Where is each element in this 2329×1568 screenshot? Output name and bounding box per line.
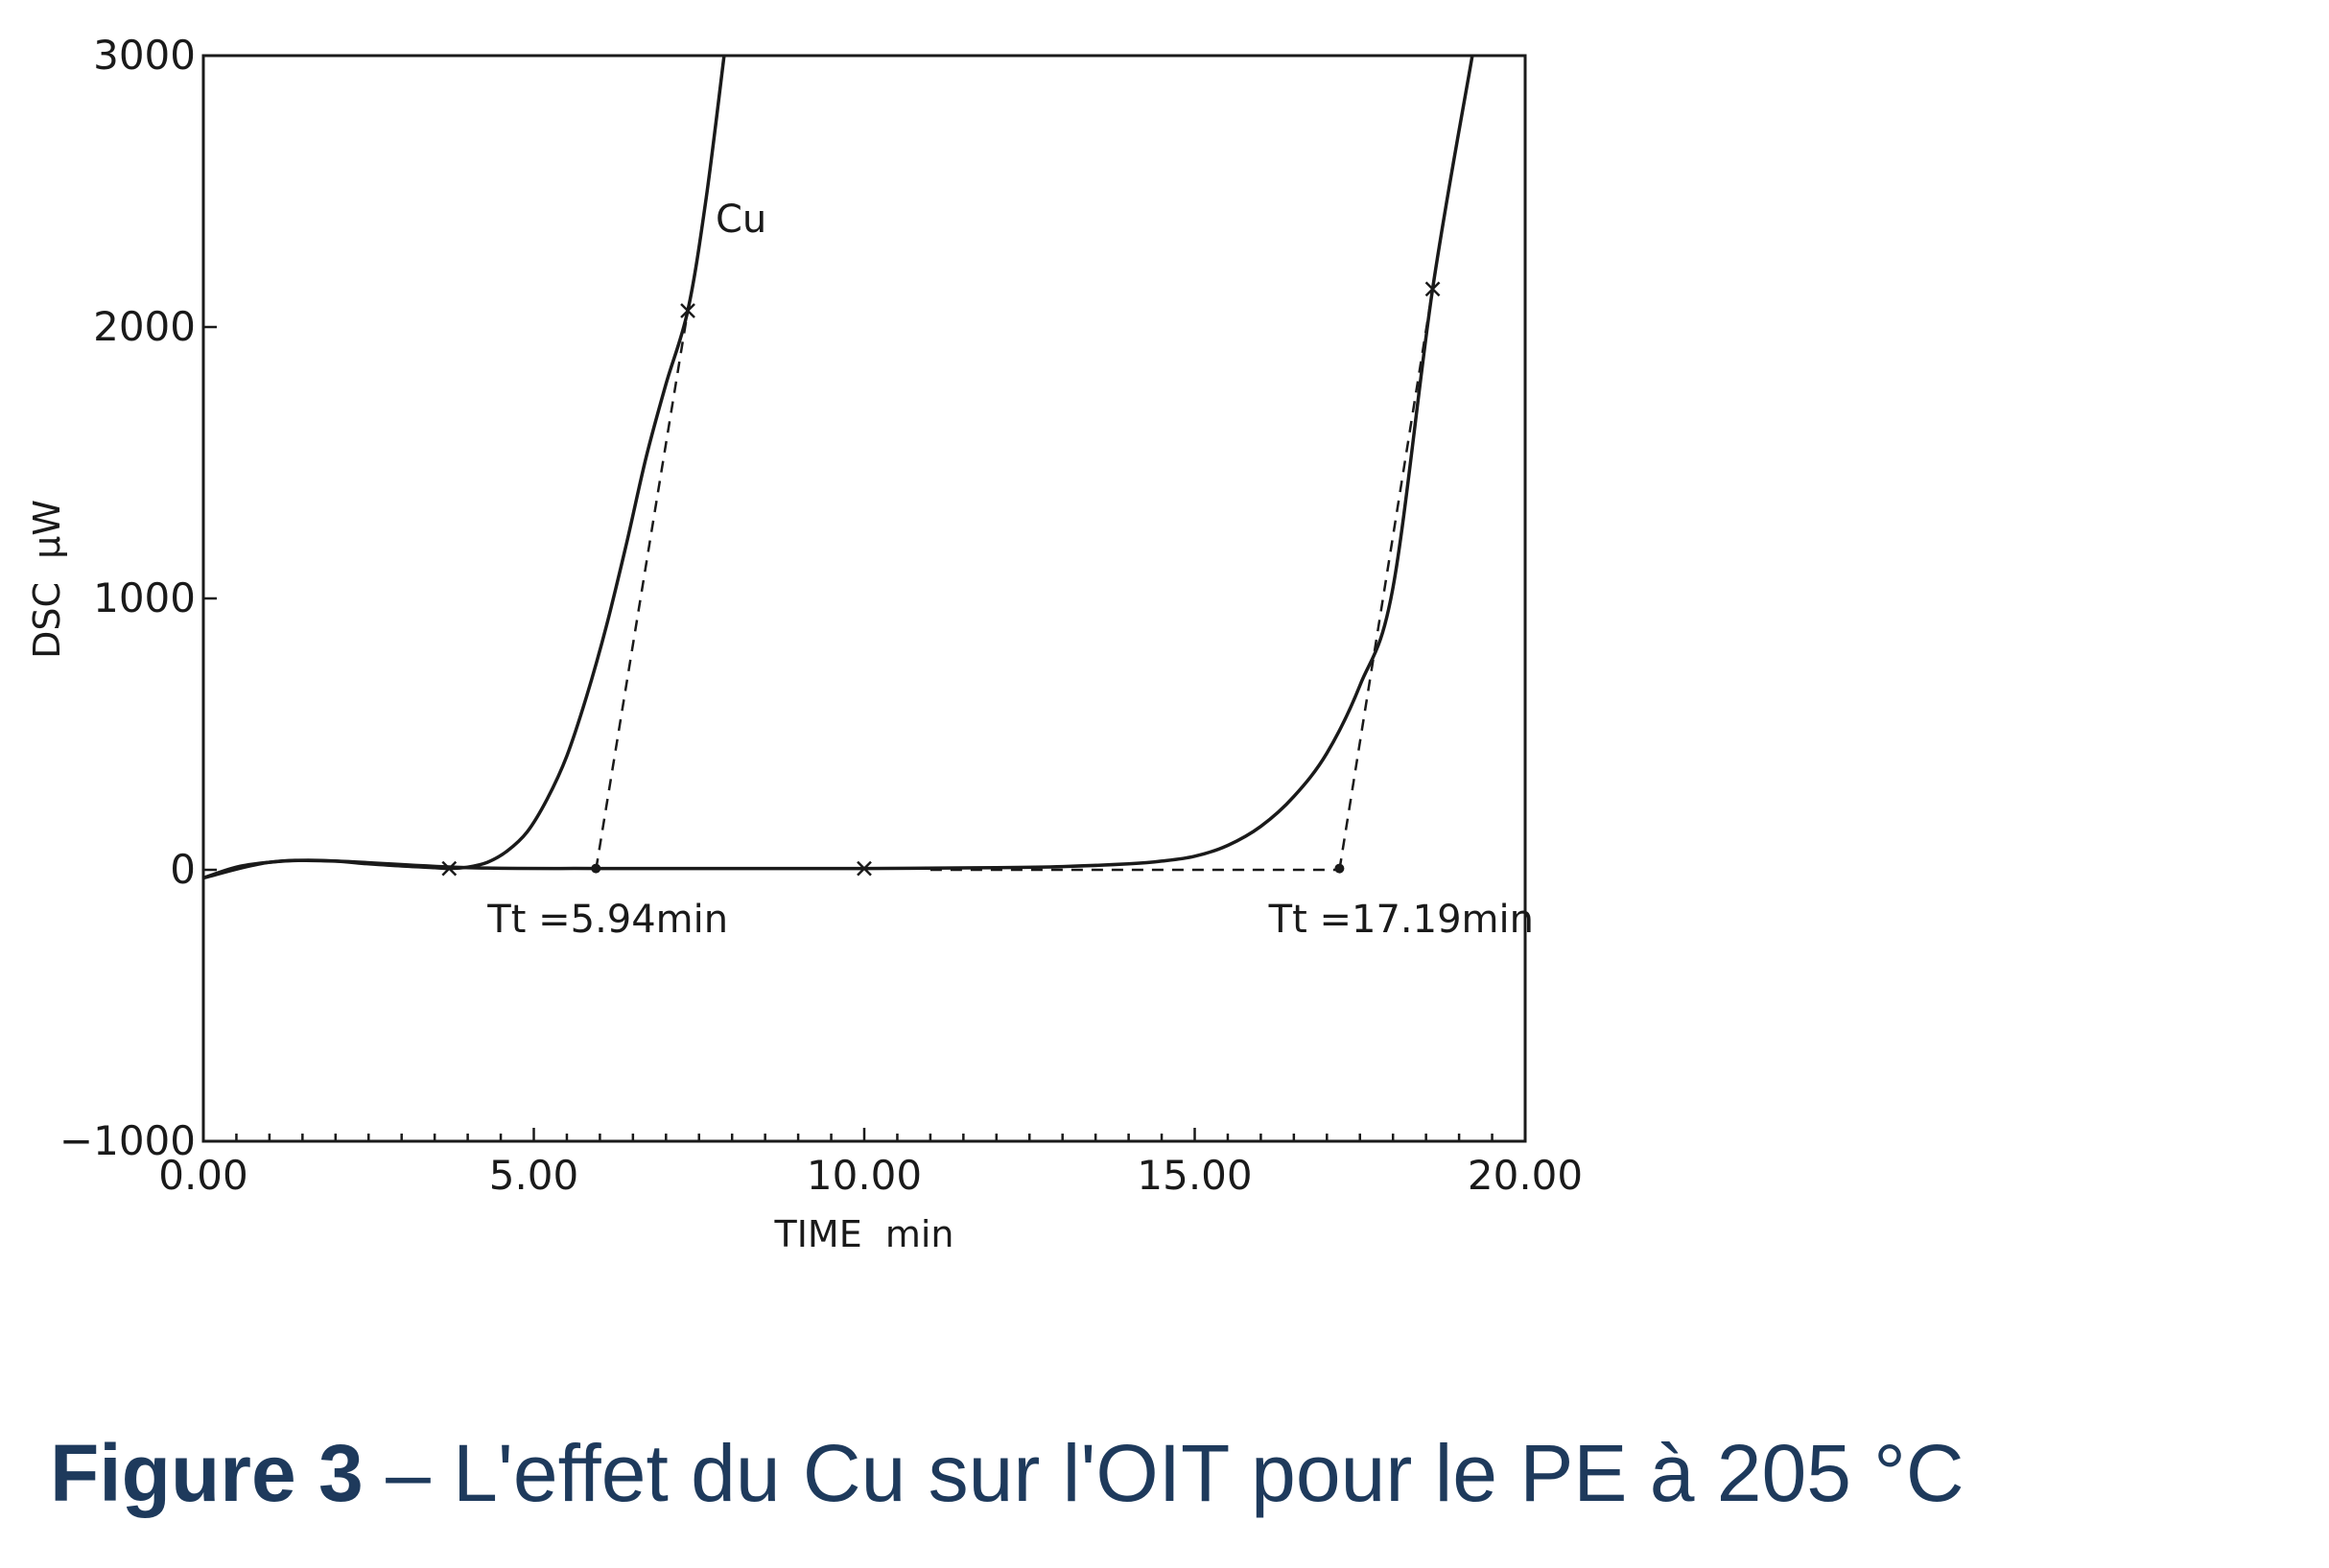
y-tick-label: 0 (170, 846, 196, 893)
x-tick-label: 0.00 (158, 1152, 248, 1199)
x-tick-label: 10.00 (807, 1152, 922, 1199)
series-label-cu: Cu (716, 198, 766, 242)
y-axis-label: DSC μW (26, 500, 68, 659)
cross-marker (1424, 281, 1441, 297)
cross-marker (680, 303, 695, 318)
x-tick-label: 5.00 (489, 1152, 579, 1199)
x-tick-label: 15.00 (1137, 1152, 1252, 1199)
x-tick-label: 20.00 (1468, 1152, 1583, 1199)
onset-time-label: Tt =17.19min (1268, 898, 1534, 942)
onset-tangent-line (1338, 289, 1434, 871)
onset-point (1334, 863, 1345, 874)
cross-marker (441, 860, 458, 877)
y-tick-label: −1000 (59, 1117, 196, 1164)
y-tick-label: 1000 (93, 574, 196, 621)
series-line-reference (202, 55, 1474, 880)
series-line-cu (202, 55, 726, 880)
figure-caption: Figure 3 – L'effet du Cu sur l'OIT pour … (50, 1429, 1964, 1517)
onset-point (591, 863, 601, 874)
figure-number: Figure 3 (50, 1428, 364, 1518)
y-tick-label: 2000 (93, 303, 196, 350)
cross-marker (857, 860, 872, 877)
plot-frame (201, 54, 1527, 1143)
y-tick-label: 3000 (93, 32, 196, 79)
caption-text: – L'effet du Cu sur l'OIT pour le PE à 2… (363, 1428, 1964, 1518)
x-axis-label: TIME min (773, 1213, 953, 1255)
onset-time-label: Tt =5.94min (486, 898, 728, 942)
dsc-chart: 0.00 5.00 10.00 15.00 20.00 −1000 0 1000 2000 300… (26, 32, 1583, 1255)
onset-tangent-line (595, 310, 690, 871)
